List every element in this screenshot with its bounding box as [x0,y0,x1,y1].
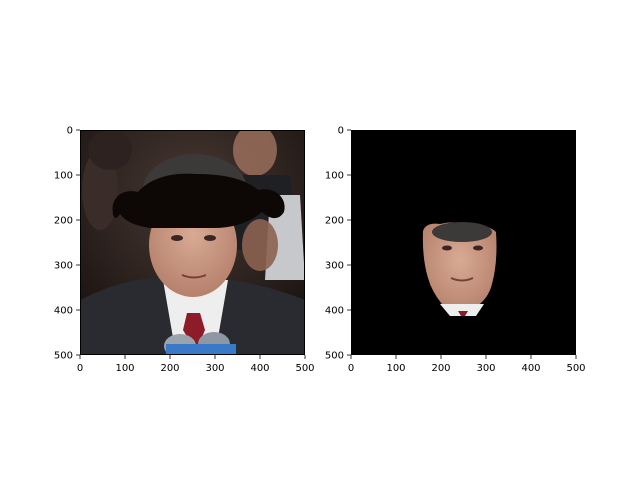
left-y-tick-label: 500 [54,351,73,362]
left-y-tick-label: 200 [54,216,73,227]
right-image-panel [351,130,576,355]
left-x-tick-label: 400 [250,363,269,374]
right-x-tick-label: 0 [348,363,354,374]
right-x-tick-label: 300 [476,363,495,374]
left-y-tick-label: 400 [54,306,73,317]
right-y-tick-label: 100 [325,171,344,182]
left-y-tick-label: 100 [54,171,73,182]
right-y-tick-label: 0 [338,126,344,137]
right-x-tick-label: 500 [566,363,585,374]
right-y-tick-label: 200 [325,216,344,227]
left-x-tick-label: 100 [115,363,134,374]
right-x-tick-label: 200 [431,363,450,374]
left-axes-frame [80,130,305,355]
right-x-tick-label: 400 [521,363,540,374]
right-y-tick-label: 400 [325,306,344,317]
right-y-tick-label: 500 [325,351,344,362]
left-y-tick-label: 0 [67,126,73,137]
right-axes-frame [351,130,576,355]
left-x-tick-label: 500 [295,363,314,374]
left-image-panel [80,130,305,355]
left-x-tick-label: 0 [77,363,83,374]
left-x-tick-label: 300 [205,363,224,374]
left-y-tick-label: 300 [54,261,73,272]
right-photo [351,130,576,355]
left-x-tick-label: 200 [160,363,179,374]
right-x-tick-label: 100 [386,363,405,374]
right-y-tick-label: 300 [325,261,344,272]
left-axis-ticks: 0 100 200 300 400 500 0 100 200 300 400 500 [54,126,315,375]
right-axis-ticks: 0 100 200 300 400 500 0 100 200 300 400 500 [325,126,586,375]
left-photo [80,130,305,355]
